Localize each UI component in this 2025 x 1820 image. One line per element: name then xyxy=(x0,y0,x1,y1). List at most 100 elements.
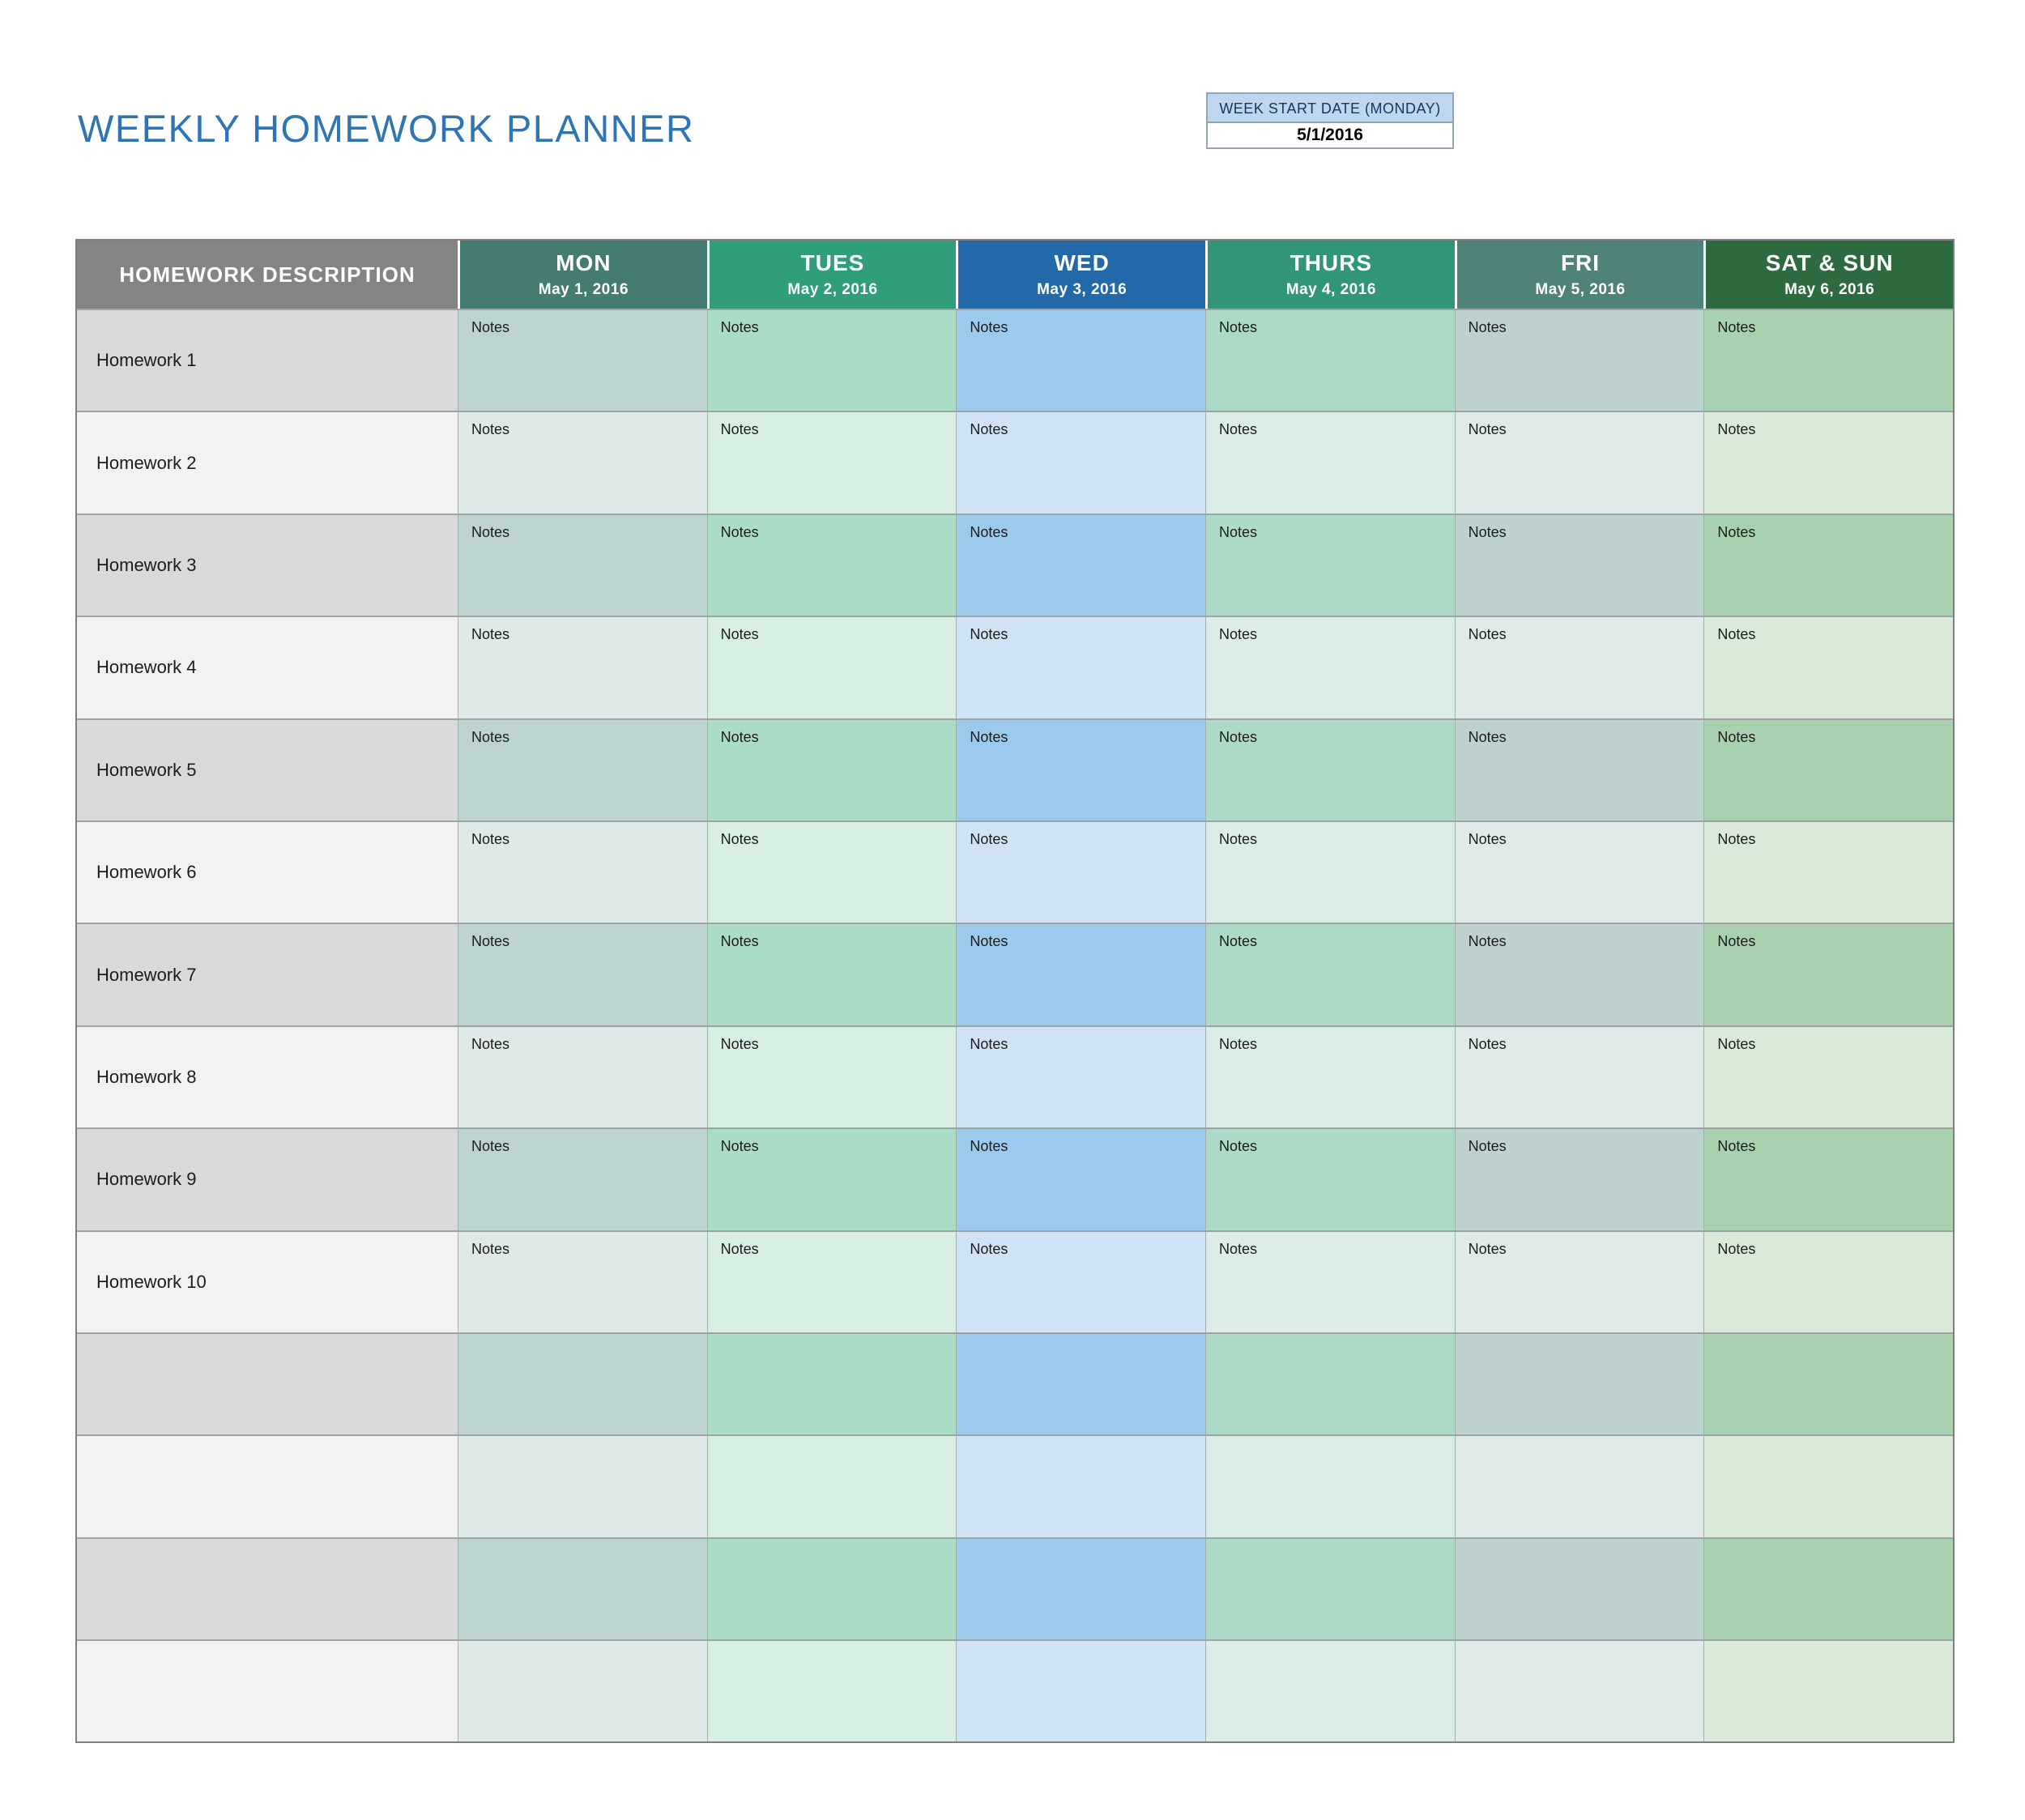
description-cell[interactable] xyxy=(77,1436,458,1537)
day-cell[interactable]: Notes xyxy=(458,310,707,411)
day-cell[interactable]: Notes xyxy=(1703,924,1953,1025)
day-cell[interactable] xyxy=(956,1538,1205,1640)
day-cell[interactable]: Notes xyxy=(956,719,1205,820)
day-cell[interactable]: Notes xyxy=(1703,821,1953,923)
day-cell[interactable]: Notes xyxy=(458,1129,707,1230)
day-cell[interactable]: Notes xyxy=(1454,617,1704,718)
day-cell[interactable]: Notes xyxy=(1204,514,1455,616)
day-cell[interactable] xyxy=(458,1538,707,1640)
day-cell[interactable]: Notes xyxy=(706,617,957,718)
description-cell[interactable]: Homework 7 xyxy=(77,924,458,1025)
day-cell[interactable] xyxy=(956,1436,1205,1537)
day-cell[interactable]: Notes xyxy=(1454,821,1704,923)
day-cell[interactable] xyxy=(1703,1436,1953,1537)
day-cell[interactable] xyxy=(956,1641,1205,1742)
description-cell[interactable]: Homework 9 xyxy=(77,1129,458,1230)
day-cell[interactable] xyxy=(1703,1641,1953,1742)
description-cell[interactable]: Homework 5 xyxy=(77,719,458,820)
day-cell[interactable] xyxy=(1204,1333,1455,1435)
day-cell[interactable] xyxy=(1454,1538,1704,1640)
day-cell[interactable]: Notes xyxy=(1703,1026,1953,1128)
day-cell[interactable] xyxy=(458,1641,707,1742)
day-cell[interactable]: Notes xyxy=(1204,719,1455,820)
day-cell[interactable]: Notes xyxy=(1204,617,1455,718)
day-cell[interactable]: Notes xyxy=(458,1231,707,1332)
day-cell[interactable] xyxy=(458,1436,707,1537)
day-cell[interactable]: Notes xyxy=(1703,310,1953,411)
day-cell[interactable]: Notes xyxy=(1703,514,1953,616)
day-cell[interactable]: Notes xyxy=(1204,1231,1455,1332)
day-cell[interactable]: Notes xyxy=(458,719,707,820)
description-cell[interactable]: Homework 3 xyxy=(77,514,458,616)
day-cell[interactable]: Notes xyxy=(458,924,707,1025)
day-cell[interactable] xyxy=(706,1436,957,1537)
day-cell[interactable] xyxy=(956,1333,1205,1435)
day-cell[interactable] xyxy=(1454,1333,1704,1435)
description-cell[interactable]: Homework 6 xyxy=(77,821,458,923)
day-cell[interactable]: Notes xyxy=(458,412,707,514)
day-cell[interactable]: Notes xyxy=(1454,514,1704,616)
description-cell[interactable]: Homework 1 xyxy=(77,310,458,411)
day-cell[interactable] xyxy=(1204,1436,1455,1537)
day-cell[interactable]: Notes xyxy=(956,412,1205,514)
day-cell[interactable] xyxy=(1454,1436,1704,1537)
day-cell[interactable]: Notes xyxy=(458,617,707,718)
day-cell[interactable]: Notes xyxy=(1703,1129,1953,1230)
day-cell[interactable]: Notes xyxy=(706,821,957,923)
description-cell[interactable] xyxy=(77,1538,458,1640)
day-cell[interactable]: Notes xyxy=(956,1231,1205,1332)
day-cell[interactable]: Notes xyxy=(1454,1129,1704,1230)
day-cell[interactable]: Notes xyxy=(956,310,1205,411)
day-cell[interactable] xyxy=(706,1538,957,1640)
day-cell[interactable]: Notes xyxy=(706,1026,957,1128)
day-cell[interactable]: Notes xyxy=(706,924,957,1025)
day-cell[interactable]: Notes xyxy=(706,1129,957,1230)
day-cell[interactable]: Notes xyxy=(1454,719,1704,820)
day-cell[interactable]: Notes xyxy=(1454,924,1704,1025)
day-cell[interactable]: Notes xyxy=(706,719,957,820)
description-cell[interactable]: Homework 2 xyxy=(77,412,458,514)
day-cell[interactable] xyxy=(706,1333,957,1435)
day-cell[interactable]: Notes xyxy=(458,821,707,923)
day-cell[interactable]: Notes xyxy=(1204,924,1455,1025)
day-cell[interactable]: Notes xyxy=(1454,1026,1704,1128)
day-cell[interactable]: Notes xyxy=(706,1231,957,1332)
day-cell[interactable]: Notes xyxy=(706,412,957,514)
day-cell[interactable]: Notes xyxy=(1703,412,1953,514)
day-cell[interactable]: Notes xyxy=(1204,1026,1455,1128)
description-cell[interactable] xyxy=(77,1641,458,1742)
day-cell[interactable]: Notes xyxy=(1703,617,1953,718)
notes-label: Notes xyxy=(1218,1138,1258,1155)
day-cell[interactable]: Notes xyxy=(956,1026,1205,1128)
day-cell[interactable] xyxy=(1703,1538,1953,1640)
day-cell[interactable]: Notes xyxy=(1454,310,1704,411)
day-cell[interactable]: Notes xyxy=(956,821,1205,923)
day-cell[interactable]: Notes xyxy=(956,1129,1205,1230)
day-cell[interactable] xyxy=(1454,1641,1704,1742)
day-cell[interactable]: Notes xyxy=(1454,412,1704,514)
day-cell[interactable]: Notes xyxy=(956,514,1205,616)
day-cell[interactable]: Notes xyxy=(956,924,1205,1025)
day-cell[interactable] xyxy=(1204,1538,1455,1640)
day-cell[interactable]: Notes xyxy=(706,310,957,411)
day-cell[interactable] xyxy=(1703,1333,1953,1435)
description-cell[interactable]: Homework 10 xyxy=(77,1231,458,1332)
description-cell[interactable]: Homework 8 xyxy=(77,1026,458,1128)
day-cell[interactable]: Notes xyxy=(1454,1231,1704,1332)
day-cell[interactable] xyxy=(458,1333,707,1435)
description-cell[interactable]: Homework 4 xyxy=(77,617,458,718)
day-cell[interactable]: Notes xyxy=(1703,1231,1953,1332)
day-cell[interactable]: Notes xyxy=(956,617,1205,718)
day-cell[interactable]: Notes xyxy=(1204,412,1455,514)
day-cell[interactable]: Notes xyxy=(458,514,707,616)
day-cell[interactable]: Notes xyxy=(706,514,957,616)
day-cell[interactable]: Notes xyxy=(1204,310,1455,411)
day-cell[interactable] xyxy=(1204,1641,1455,1742)
day-cell[interactable]: Notes xyxy=(458,1026,707,1128)
day-cell[interactable] xyxy=(706,1641,957,1742)
description-cell[interactable] xyxy=(77,1333,458,1435)
week-start-value-field[interactable]: 5/1/2016 xyxy=(1208,123,1452,147)
day-cell[interactable]: Notes xyxy=(1204,821,1455,923)
day-cell[interactable]: Notes xyxy=(1703,719,1953,820)
day-cell[interactable]: Notes xyxy=(1204,1129,1455,1230)
